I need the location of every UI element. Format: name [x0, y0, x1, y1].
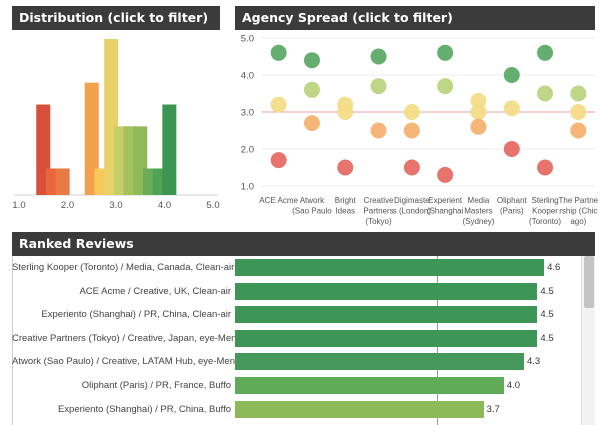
spread-dot[interactable]: [437, 78, 454, 95]
spread-category-label: Media: [468, 196, 490, 205]
spread-dot[interactable]: [503, 67, 520, 83]
spread-dot[interactable]: [470, 118, 487, 135]
distribution-x-tick: 5.0: [206, 200, 219, 211]
ranked-row-label: ACE Acme / Creative, UK, Clean-air: [79, 285, 231, 297]
spread-category-label: Bright: [335, 196, 357, 205]
ranked-bar-value: 4.5: [540, 332, 554, 344]
ranked-row-label: Atwork (Sao Paulo) / Creative, LATAM Hub…: [12, 356, 235, 368]
spread-dot[interactable]: [303, 115, 320, 132]
spread-category-label: (Tokyo): [365, 217, 392, 226]
spread-category-label: Atwork: [300, 196, 325, 205]
spread-category-label: s (London): [393, 207, 432, 216]
spread-dot[interactable]: [537, 159, 554, 176]
ranked-bar[interactable]: [235, 377, 504, 394]
ranked-bar[interactable]: [235, 329, 538, 347]
spread-dot[interactable]: [437, 44, 454, 61]
spread-y-tick: 5.0: [241, 34, 254, 45]
ranked-bar-value: 4.6: [547, 262, 561, 273]
spread-category-label: Oliphant: [497, 196, 528, 205]
spread-dot[interactable]: [570, 122, 587, 139]
spread-dot[interactable]: [503, 100, 520, 117]
distribution-x-tick: 4.0: [158, 200, 171, 211]
spread-dot[interactable]: [470, 104, 487, 120]
distribution-header[interactable]: Distribution (click to filter): [12, 6, 220, 30]
spread-y-tick: 2.0: [241, 145, 254, 156]
spread-y-tick: 3.0: [241, 108, 254, 119]
spread-dot[interactable]: [537, 85, 554, 102]
spread-dot[interactable]: [503, 141, 520, 157]
spread-category-label: (Shanghai: [427, 207, 464, 216]
spread-dot[interactable]: [370, 122, 387, 139]
ranked-reviews-chart[interactable]: Sterling Kooper (Toronto) / Media, Canad…: [0, 256, 600, 425]
spread-dot[interactable]: [303, 52, 320, 69]
distribution-x-tick: 1.0: [12, 200, 25, 211]
spread-dot[interactable]: [470, 92, 487, 109]
ranked-bar[interactable]: [235, 353, 524, 371]
ranked-left-border: [12, 256, 13, 425]
spread-dot[interactable]: [403, 159, 420, 176]
spread-category-label: Ideas: [335, 207, 355, 216]
spread-dot[interactable]: [570, 104, 587, 120]
spread-category-label: Creative: [364, 196, 394, 205]
spread-dot[interactable]: [403, 104, 420, 120]
ranked-bar-value: 4.5: [540, 309, 554, 321]
ranked-reviews-header: Ranked Reviews: [12, 232, 595, 256]
agency-spread-chart[interactable]: 1.0 2.0 3.0 4.0 5.0 ACE Acme Atwork (Sao PauloB…: [235, 30, 600, 235]
spread-category-label: rship (Chic: [559, 207, 597, 216]
ranked-bar-value: 4.5: [540, 285, 554, 297]
spread-dot[interactable]: [537, 44, 554, 61]
spread-category-label: Partners: [363, 207, 393, 216]
scrollbar-thumb[interactable]: [584, 256, 594, 308]
spread-dot[interactable]: [270, 152, 287, 169]
distribution-bar[interactable]: [55, 168, 70, 195]
spread-category-label: The Partne: [559, 196, 599, 205]
ranked-bar-value: 4.0: [506, 380, 521, 391]
spread-category-label: Sterling: [531, 196, 558, 205]
spread-dot[interactable]: [270, 96, 287, 113]
ranked-bar-value: 3.7: [486, 403, 500, 415]
spread-category-label: ago): [570, 217, 586, 226]
spread-category-label: Experient: [428, 196, 463, 205]
ranked-bar[interactable]: [235, 259, 545, 276]
spread-dot[interactable]: [437, 166, 454, 183]
spread-y-tick: 4.0: [241, 71, 254, 82]
ranked-row-label: Oliphant (Paris) / PR, France, Buffo: [81, 380, 231, 391]
spread-category-label: (Toronto): [529, 217, 561, 226]
spread-dot[interactable]: [270, 44, 287, 61]
scrollbar[interactable]: [581, 256, 595, 425]
spread-dot[interactable]: [370, 78, 387, 95]
spread-category-label: Kooper: [532, 207, 558, 216]
spread-dot[interactable]: [370, 48, 387, 65]
spread-y-tick: 1.0: [241, 182, 254, 193]
spread-category-label: (Sao Paulo: [292, 207, 332, 216]
ranked-bar-value: 4.3: [526, 356, 541, 368]
spread-dot[interactable]: [337, 159, 354, 176]
spread-dot[interactable]: [337, 104, 354, 120]
ranked-bar[interactable]: [235, 282, 538, 300]
distribution-x-tick: 3.0: [109, 200, 122, 211]
spread-category-label: (Sydney): [462, 217, 494, 226]
ranked-row-label: Experiento (Shanghai) / PR, China, Buffo: [57, 403, 231, 415]
spread-dot[interactable]: [303, 81, 320, 98]
spread-category-label: (Paris): [500, 207, 524, 216]
ranked-row-label: Sterling Kooper (Toronto) / Media, Canad…: [12, 262, 235, 273]
distribution-bar[interactable]: [162, 104, 177, 195]
ranked-bar[interactable]: [235, 306, 538, 324]
spread-dot[interactable]: [403, 122, 420, 139]
distribution-chart[interactable]: 1.0 2.0 3.0 4.0 5.0: [0, 30, 220, 230]
spread-category-label: Masters: [464, 207, 492, 216]
ranked-row-label: Creative Partners (Tokyo) / Creative, Ja…: [12, 332, 237, 344]
ranked-bar[interactable]: [235, 400, 484, 418]
spread-category-label: ACE Acme: [259, 196, 298, 205]
spread-dot[interactable]: [570, 85, 587, 102]
distribution-x-tick: 2.0: [61, 200, 74, 211]
ranked-row-label: Experiento (Shanghai) / PR, China, Clean…: [41, 309, 231, 321]
distribution-bar[interactable]: [84, 82, 99, 195]
spread-category-label: Digimaste: [394, 196, 430, 205]
agency-spread-header[interactable]: Agency Spread (click to filter): [235, 6, 595, 30]
